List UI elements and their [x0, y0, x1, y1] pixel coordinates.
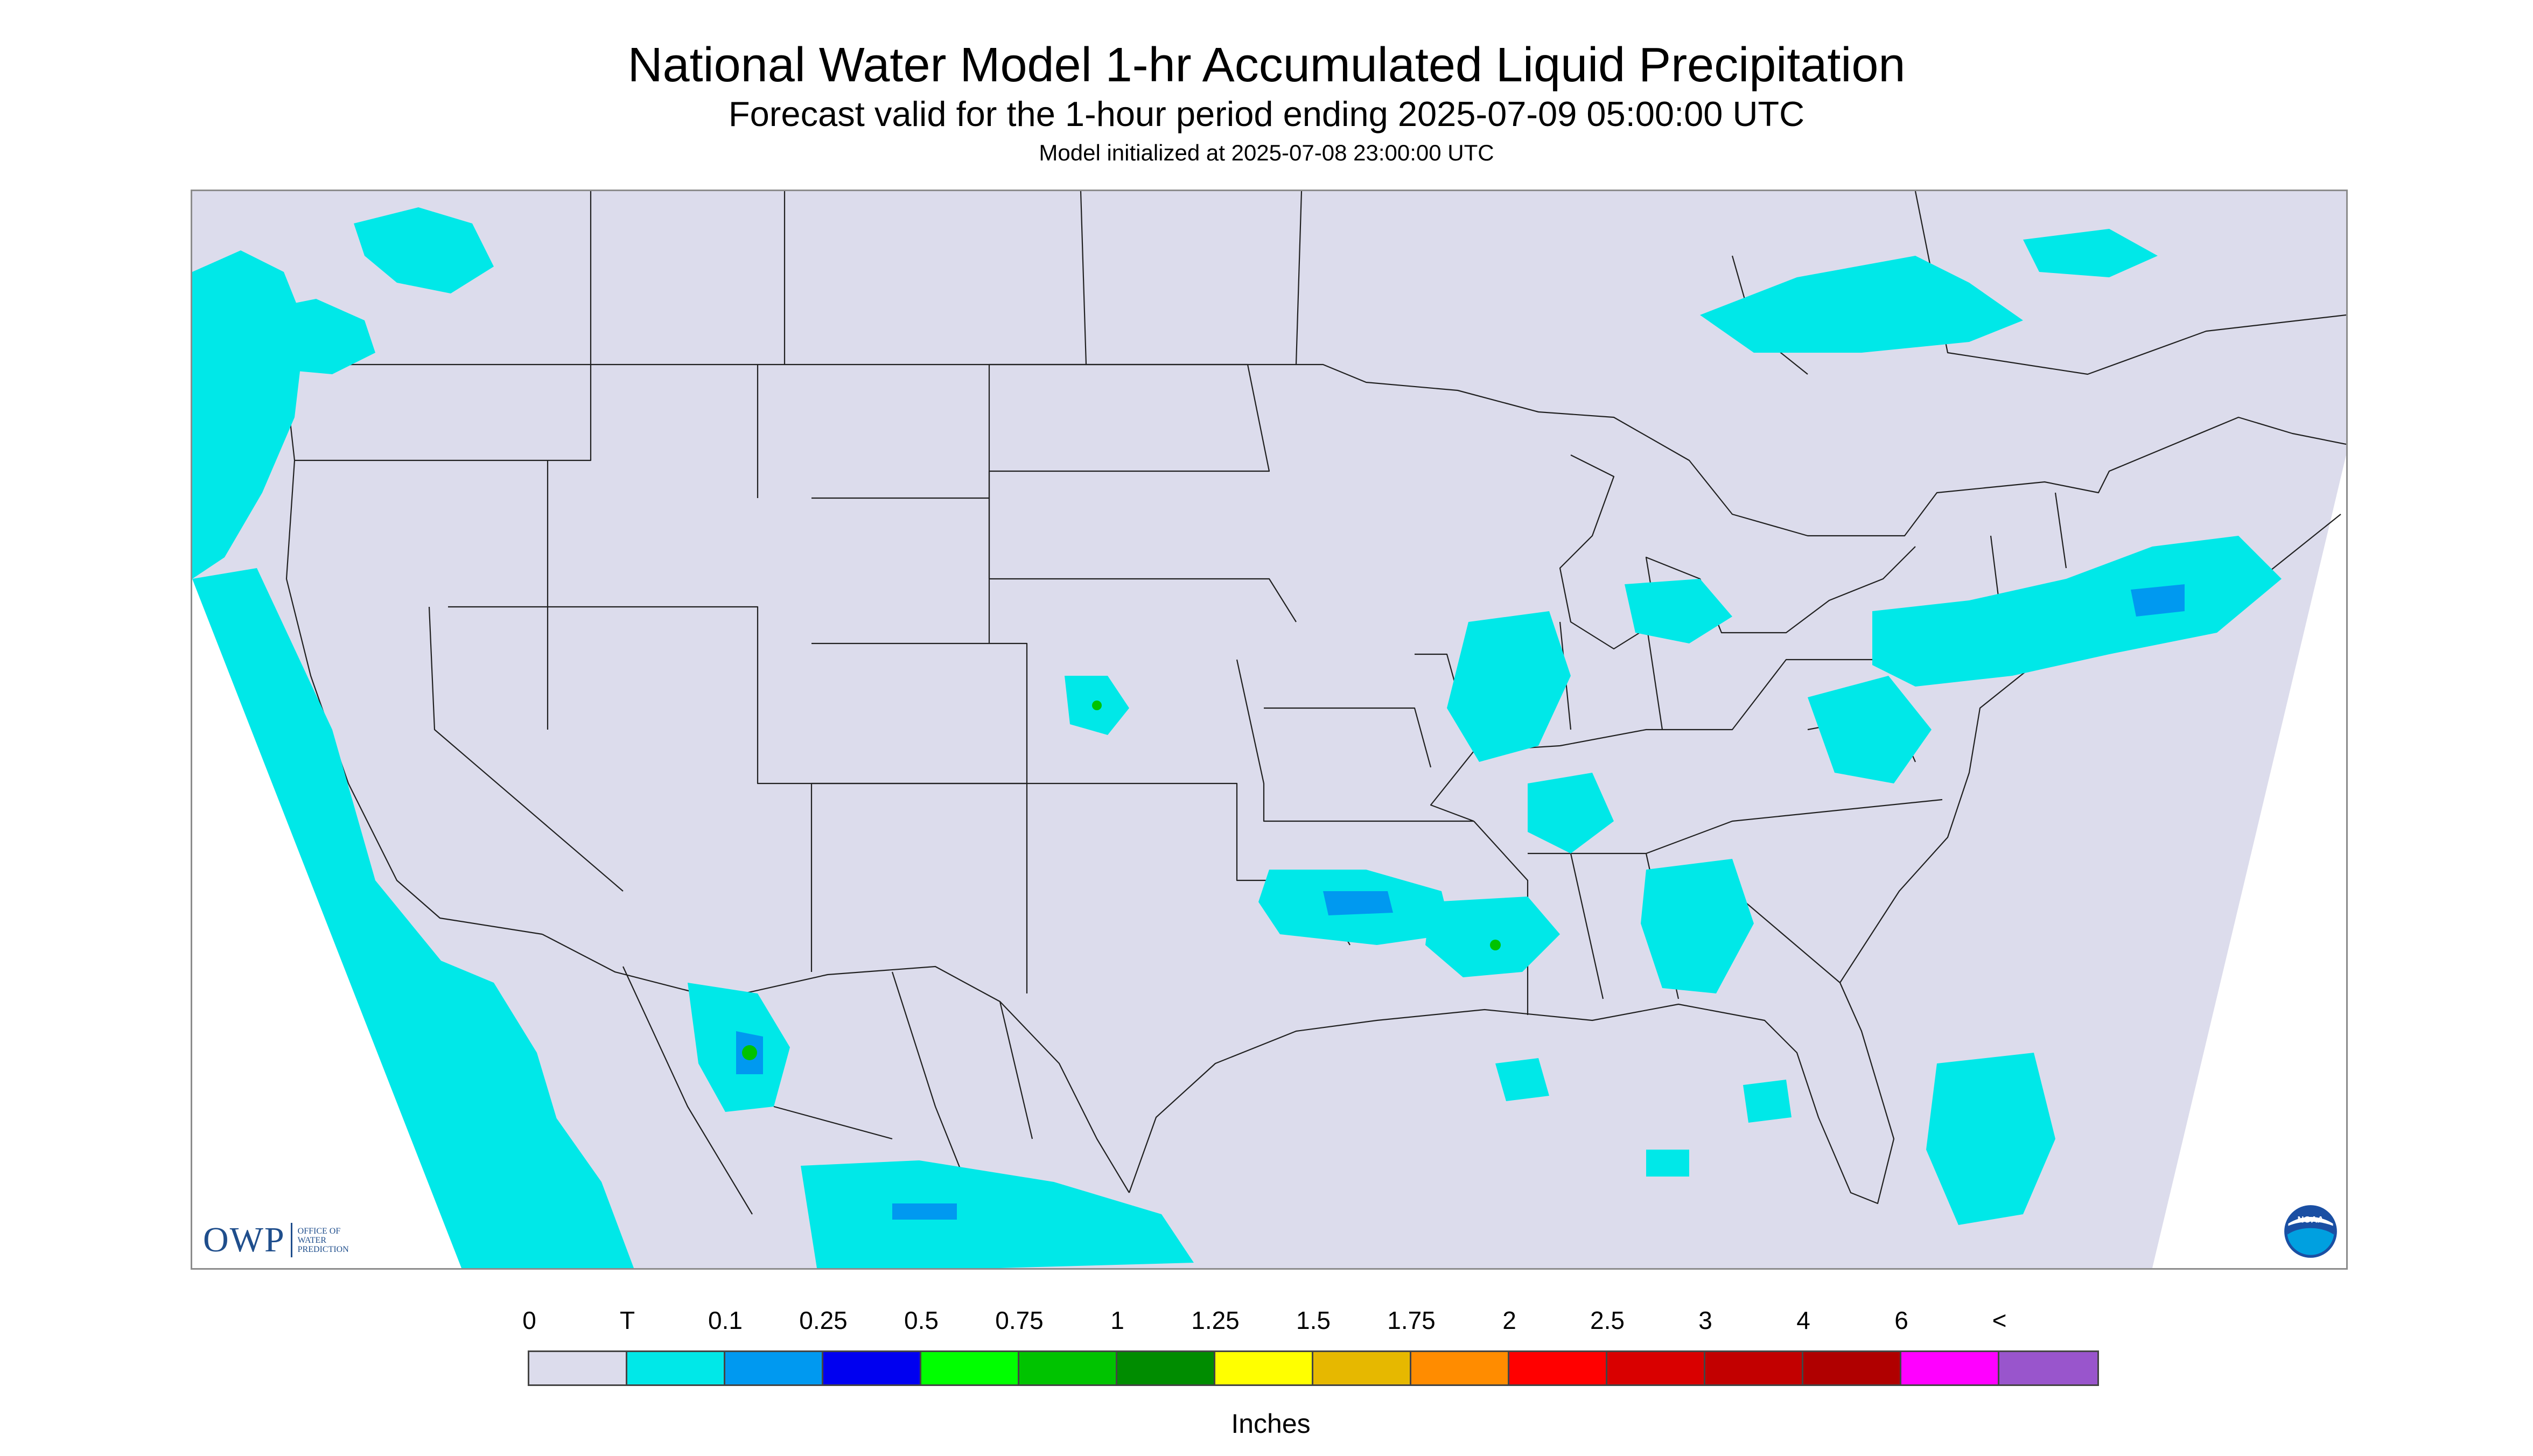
legend-swatch: [1509, 1352, 1607, 1384]
legend-swatch: [823, 1352, 921, 1384]
owp-mark: OWP: [203, 1220, 285, 1259]
legend-swatch: [1215, 1352, 1313, 1384]
owp-text: OFFICE OF WATER PREDICTION: [297, 1226, 349, 1254]
legend-label: 1.5: [1296, 1306, 1331, 1334]
legend-swatch: [627, 1352, 725, 1384]
legend-swatch: [1705, 1352, 1803, 1384]
legend-label: 6: [1894, 1306, 1908, 1334]
legend-label: 0.5: [904, 1306, 939, 1334]
valid-time-subtitle: Forecast valid for the 1-hour period end…: [728, 94, 1805, 134]
canada-us-border: [284, 363, 2346, 537]
precip-canada-band: [1700, 256, 2023, 353]
mexico-state-lines: [622, 966, 1033, 1215]
precip-moderate-new-england: [2131, 584, 2185, 617]
legend-label: T: [619, 1306, 635, 1334]
precip-ozarks: [1447, 611, 1571, 762]
legend-label: 0.1: [708, 1306, 743, 1334]
precip-moderate-mexico: [892, 1203, 957, 1220]
owp-logo: OWP OFFICE OF WATER PREDICTION: [203, 1220, 349, 1261]
precip-trace: [192, 207, 2282, 1268]
map-canvas: [192, 191, 2346, 1268]
canada-province-lines: [590, 191, 2346, 375]
precip-ohio: [1625, 579, 1732, 643]
legend-label: <: [1992, 1306, 2007, 1334]
legend-label: 2: [1502, 1306, 1516, 1334]
legend-swatch: [529, 1352, 627, 1384]
precip-heavy-mississippi: [1490, 940, 1501, 950]
legend-label: 0.75: [995, 1306, 1044, 1334]
legend-labels: 0 T 0.1 0.25 0.5 0.75 1 1.25 1.5 1.75 2 2.5 3 4 6 <: [522, 1305, 2014, 1338]
legend-label: 0.25: [799, 1306, 848, 1334]
map-title: National Water Model 1-hr Accumulated Li…: [627, 38, 1906, 92]
gulf-coastline: [1128, 982, 1895, 1205]
legend-label: 1.25: [1191, 1306, 1240, 1334]
precip-quebec: [2023, 229, 2158, 277]
precip-bc-coast: [214, 299, 375, 374]
precip-sonora: [801, 1160, 1194, 1268]
legend-swatch: [1411, 1352, 1509, 1384]
legend-label: 1.75: [1387, 1306, 1436, 1334]
precip-georgia: [1641, 859, 1754, 993]
noaa-logo-icon: NOAA: [2283, 1204, 2338, 1259]
owp-divider: [290, 1223, 292, 1257]
precip-heavy: [742, 701, 1501, 1060]
model-init-line: Model initialized at 2025-07-08 23:00:00…: [1039, 140, 1494, 165]
precip-tennessee: [1528, 773, 1614, 853]
precip-new-england: [1872, 536, 2282, 687]
precip-heavy-kansas: [1092, 701, 1102, 710]
precip-bc-interior: [354, 207, 494, 293]
precip-heavy-arizona: [742, 1045, 757, 1060]
legend-label: 2.5: [1590, 1306, 1625, 1334]
legend-swatch: [1019, 1352, 1117, 1384]
precipitation-map: OWP OFFICE OF WATER PREDICTION NOAA: [191, 190, 2348, 1270]
legend-label: 4: [1796, 1306, 1810, 1334]
precip-legend: 0 T 0.1 0.25 0.5 0.75 1 1.25 1.5 1.75 2 2.5 3 4 6 < Inc…: [522, 1305, 2099, 1440]
legend-label: 3: [1698, 1306, 1712, 1334]
precip-virginia: [1808, 676, 1932, 783]
state-lines-central: [811, 363, 1475, 993]
legend-swatch: [1313, 1352, 1411, 1384]
legend-label: 0: [522, 1306, 536, 1334]
legend-colorbar: [528, 1350, 2099, 1386]
legend-swatch: [1901, 1352, 1999, 1384]
legend-swatch: [921, 1352, 1019, 1384]
precip-bahamas: [1926, 1053, 2055, 1225]
legend-swatch: [1607, 1352, 1705, 1384]
legend-unit-label: Inches: [1231, 1409, 1311, 1439]
legend-swatch: [1999, 1352, 2097, 1384]
legend-swatch: [1803, 1352, 1901, 1384]
precip-mississippi-alabama: [1425, 897, 1560, 977]
boundary-lines: [283, 191, 2346, 1215]
legend-swatch: [1117, 1352, 1215, 1384]
precip-gulf-scatter: [1495, 1058, 1792, 1177]
noaa-text: NOAA: [2298, 1214, 2324, 1224]
legend-label: 1: [1110, 1306, 1124, 1334]
precip-baja: [429, 956, 569, 1203]
legend-swatch: [725, 1352, 823, 1384]
mexico-us-border: [542, 934, 1130, 1193]
precip-moderate-arkansas: [1323, 891, 1393, 915]
